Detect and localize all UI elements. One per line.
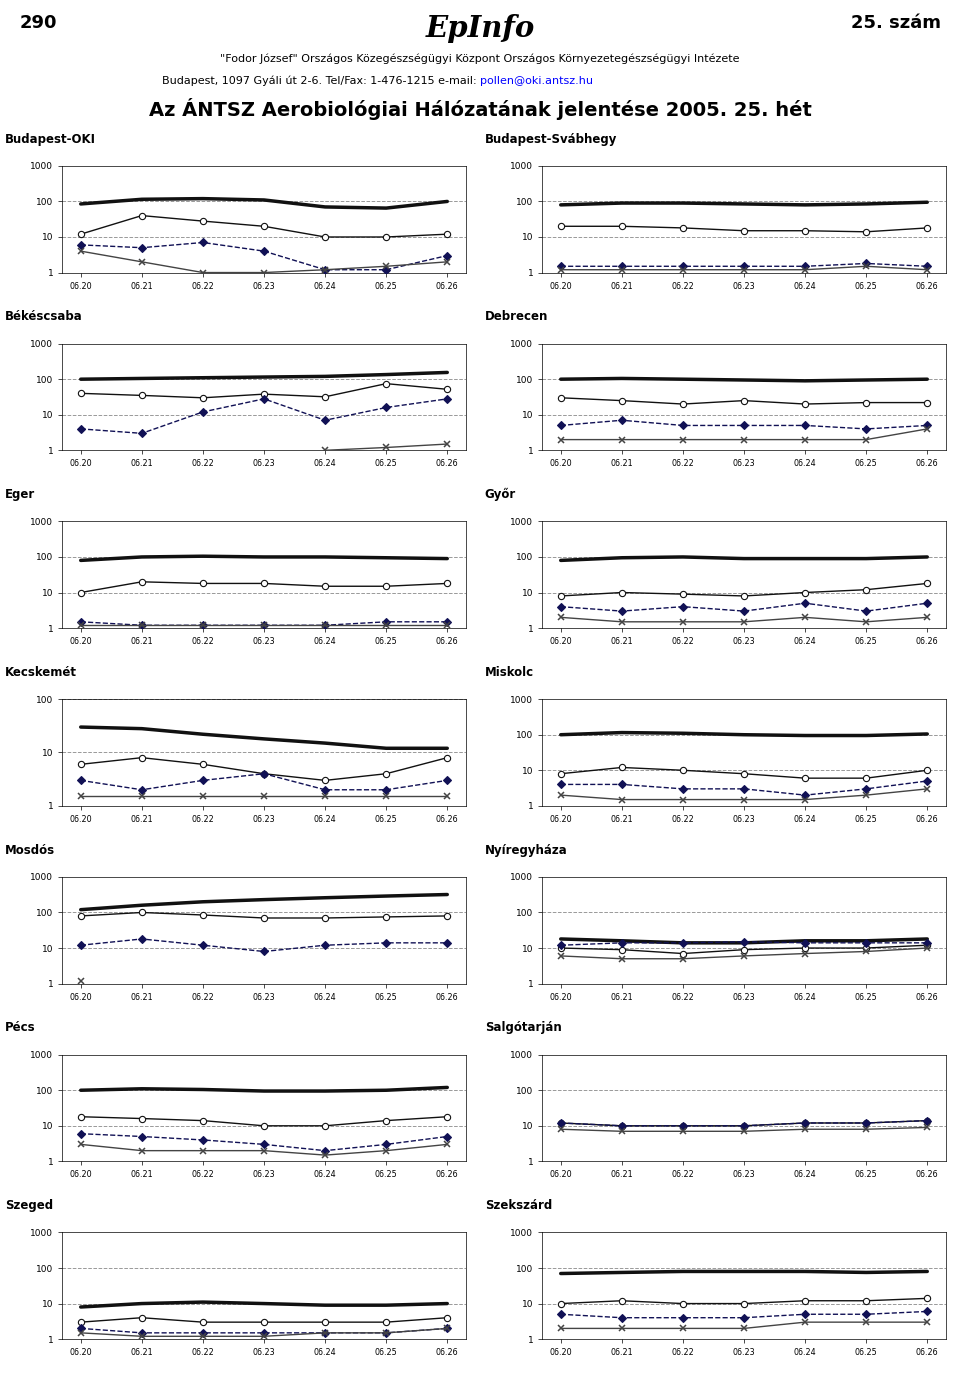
Text: Budapest-Svábhegy: Budapest-Svábhegy	[485, 132, 617, 146]
Text: pollen@oki.antsz.hu: pollen@oki.antsz.hu	[480, 76, 593, 85]
Text: Budapest-OKI: Budapest-OKI	[5, 132, 96, 146]
Text: Győr: Győr	[485, 488, 516, 502]
Text: Eger: Eger	[5, 488, 36, 502]
Text: Salgótarján: Salgótarján	[485, 1021, 562, 1035]
Text: 290: 290	[19, 14, 57, 32]
Text: Szeged: Szeged	[5, 1199, 53, 1213]
Text: 25. szám: 25. szám	[851, 14, 941, 32]
Text: Nyíregyháza: Nyíregyháza	[485, 843, 567, 857]
Text: Szekszárd: Szekszárd	[485, 1199, 552, 1213]
Text: Mosdós: Mosdós	[5, 843, 55, 857]
Text: Az ÁNTSZ Aerobiológiai Hálózatának jelentése 2005. 25. hét: Az ÁNTSZ Aerobiológiai Hálózatának jelen…	[149, 98, 811, 120]
Text: Békéscsaba: Békéscsaba	[5, 310, 83, 324]
Text: "Fodor József" Országos Közegészségügyi Központ Országos Környezetegészségügyi I: "Fodor József" Országos Közegészségügyi …	[220, 54, 740, 65]
Text: Miskolc: Miskolc	[485, 666, 534, 679]
Text: Kecskemét: Kecskemét	[5, 666, 77, 679]
Text: Budapest, 1097 Gyáli út 2-6. Tel/Fax: 1-476-1215 e-mail:: Budapest, 1097 Gyáli út 2-6. Tel/Fax: 1-…	[162, 76, 480, 87]
Text: Pécs: Pécs	[5, 1021, 36, 1035]
Text: Debrecen: Debrecen	[485, 310, 548, 324]
Text: EpInfo: EpInfo	[425, 14, 535, 43]
